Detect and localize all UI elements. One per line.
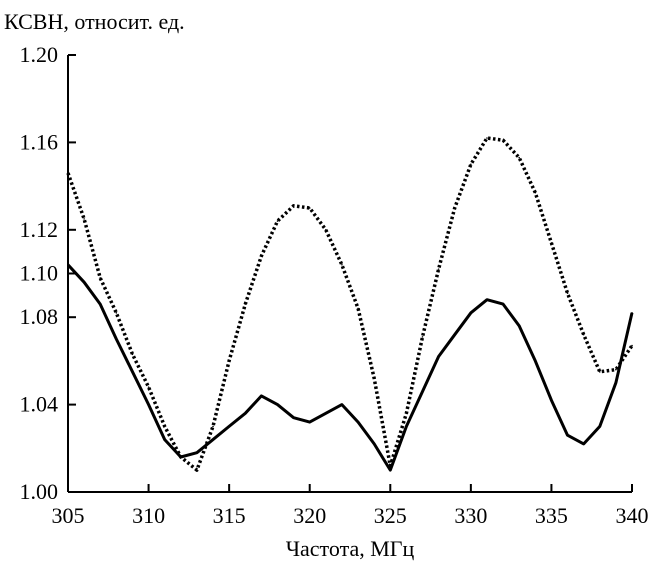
x-tick-label: 340 [616,503,649,528]
y-tick-label: 1.04 [20,392,59,417]
series-1-point [341,403,343,406]
series-0-point [115,312,118,314]
series-0-point [276,220,279,222]
x-tick-label: 305 [52,503,85,528]
y-axis-title: КСВН, относит. ед. [4,9,185,34]
series-1-point [83,281,85,284]
series-0-point [228,360,230,362]
x-tick-label: 320 [293,503,326,528]
axes [67,55,632,493]
series-0-point [325,229,327,231]
series-0-line [66,136,634,472]
series-1-point [276,403,279,406]
series-1-point [325,412,327,415]
series-1-point [566,434,569,436]
series-0-point [550,242,553,244]
x-tick-label: 330 [454,503,487,528]
series-0-point [598,371,601,373]
series-0-point [131,353,134,356]
series-1-point [308,421,311,423]
series-1-point [163,438,166,441]
series-0-point [421,336,424,338]
series-1-point [453,333,456,336]
series-1-point [582,443,585,445]
y-tick-label: 1.00 [20,479,59,504]
series-0-point [99,277,102,279]
series-0-point [518,156,520,159]
x-ticks: 305 310 315 320 325 330 335 340 [52,484,649,528]
series-0-point [486,137,488,139]
series-0-point [470,163,472,166]
y-tick-label: 1.12 [20,217,59,242]
series-0-point [212,425,214,428]
series-0-point [631,344,633,347]
series-0-point [163,425,166,428]
y-tick-label: 1.16 [20,129,59,154]
series-1-point [389,469,392,471]
x-tick-label: 315 [213,503,246,528]
series-1-point [244,412,247,415]
series-0-point [196,469,198,471]
series-1-point [196,451,198,454]
series-0-point [453,207,456,209]
series-1-point [437,355,440,358]
series-1-point [486,298,488,301]
series-1-point [534,360,537,362]
series-1-point [550,399,553,402]
series-1-point [115,338,118,340]
series-1-point [131,371,134,373]
series-0-point [260,255,263,257]
series-1-point [470,312,472,314]
x-tick-label: 325 [374,503,407,528]
series-0-point [437,268,440,270]
series-1-point [292,416,295,419]
series-0-point [147,386,150,388]
series-0-point [582,333,585,336]
series-0-point [83,218,85,220]
series-0-point [292,204,295,207]
series-1-point [99,303,102,305]
series-1-point [615,381,617,384]
y-tick-label: 1.08 [20,304,59,329]
series-0-point [357,307,359,310]
x-tick-label: 310 [132,503,165,528]
series-1-point [180,456,182,458]
series-1-point [260,395,263,397]
x-tick-label: 335 [535,503,568,528]
series-1-point [228,425,230,428]
y-tick-label: 1.10 [20,261,59,286]
series-1-point [373,443,375,445]
x-axis-title: Частота, МГц [286,536,415,561]
y-tick-label: 1.20 [20,42,59,67]
series-1-point [405,425,408,428]
series-0-point [534,191,537,194]
series-layer [66,136,634,472]
series-0-point [308,207,311,209]
series-1-point [147,403,150,406]
series-0-point [244,303,247,305]
series-1-line [66,263,634,472]
series-0-point [502,139,504,142]
series-1-point [212,438,214,441]
series-0-point [341,263,343,266]
series-1-point [357,421,359,423]
series-0-point [615,368,617,371]
series-1-point [598,425,601,428]
y-ticks: 1.00 1.04 1.08 1.10 1.12 1.16 1.20 [20,42,76,504]
series-1-point [518,325,520,327]
series-0-point [373,377,375,380]
series-0-point [566,292,569,294]
series-1-point [421,390,424,393]
series-1-point [502,303,504,305]
series-0-point [405,412,408,415]
series-1-point [631,312,633,314]
